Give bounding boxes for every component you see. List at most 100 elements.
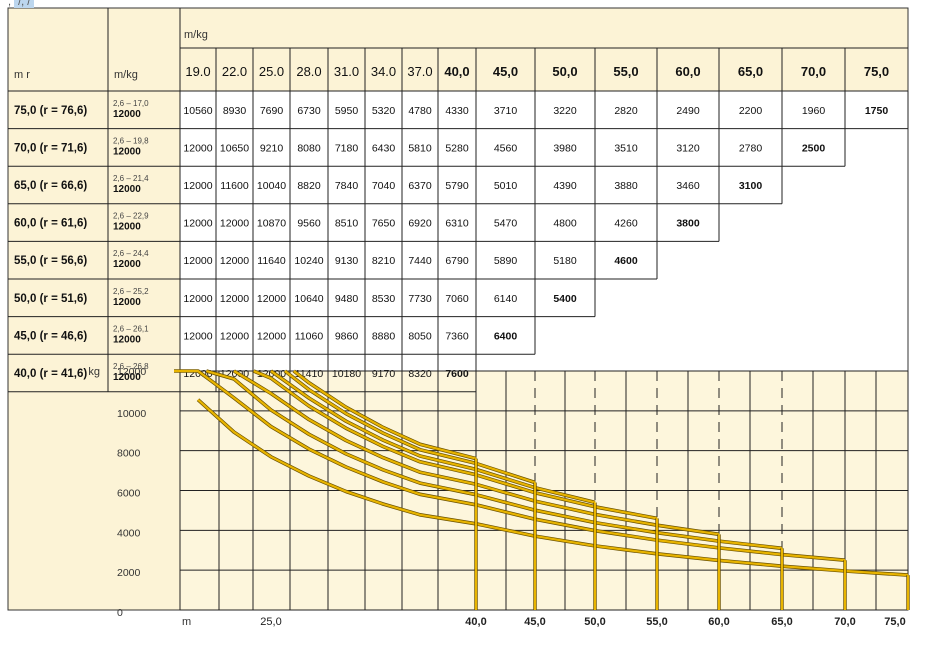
cell-1-7: 5280 [445,142,469,154]
row-range-5: 2,6 – 25,2 [113,287,149,296]
cell-1-10: 3510 [614,142,638,154]
row-max-3: 12000 [113,222,141,233]
cell-4-7: 6790 [445,255,469,267]
cell-0-6: 4780 [408,105,432,117]
row-max-7: 12000 [113,372,141,383]
cell-3-11: 3800 [676,218,700,230]
axis-area-fill [8,391,180,610]
row-label-0: 75,0 (r = 76,6) [14,105,87,117]
x-tick-6: 65,0 [771,616,792,628]
cell-5-5: 8530 [372,293,396,305]
top-caption: , /, / [8,0,35,8]
column-header-7: 40,0 [444,64,469,79]
column-header-11: 60,0 [675,64,700,79]
caption-highlight: /, / [14,0,35,8]
cell-3-7: 6310 [445,218,469,230]
cell-7-6: 8320 [408,368,432,380]
column-header-9: 50,0 [552,64,577,79]
row-max-0: 12000 [113,109,141,120]
cell-1-11: 3120 [676,142,700,154]
column-header-8: 45,0 [493,64,518,79]
cell-2-4: 7840 [335,180,359,192]
cell-1-6: 5810 [408,142,432,154]
x-axis-label: m [182,616,191,628]
cell-5-3: 10640 [294,293,323,305]
cell-3-9: 4800 [553,218,577,230]
cell-6-6: 8050 [408,330,432,342]
cell-5-4: 9480 [335,293,359,305]
column-header-12: 65,0 [738,64,763,79]
cell-5-2: 12000 [257,293,286,305]
cell-1-13: 2500 [802,142,826,154]
cell-2-0: 12000 [183,180,212,192]
x-tick-4: 55,0 [646,616,667,628]
y-tick-6000: 6000 [117,488,141,500]
column-header-5: 34.0 [371,64,396,79]
row-range-1: 2,6 – 19,8 [113,136,149,145]
cell-6-7: 7360 [445,330,469,342]
cell-0-10: 2820 [614,105,638,117]
cell-7-7: 7600 [445,368,469,380]
row-max-6: 12000 [113,334,141,345]
cell-1-5: 6430 [372,142,396,154]
y-tick-10000: 10000 [117,408,146,420]
cell-0-5: 5320 [372,105,396,117]
cell-5-1: 12000 [220,293,249,305]
cell-4-0: 12000 [183,255,212,267]
cell-2-2: 10040 [257,180,286,192]
row-max-5: 12000 [113,297,141,308]
cell-0-9: 3220 [553,105,577,117]
cell-1-8: 4560 [494,142,518,154]
x-tick-8: 75,0 [884,616,905,628]
cell-0-14: 1750 [865,105,889,117]
row-label-2: 65,0 (r = 66,6) [14,180,87,192]
cell-2-6: 6370 [408,180,432,192]
cell-0-13: 1960 [802,105,826,117]
cell-2-3: 8820 [297,180,321,192]
cell-5-8: 6140 [494,293,518,305]
axis-labels: kg 12000 10000 8000 6000 4000 2000 0 m 25,0 40,0 45… [88,366,905,628]
y-tick-0: 0 [117,607,123,619]
column-header-2: 25.0 [259,64,284,79]
column-header-13: 70,0 [801,64,826,79]
y-tick-2000: 2000 [117,567,141,579]
row-range-3: 2,6 – 22,9 [113,212,149,221]
header-col1: m r [14,69,30,81]
cell-6-1: 12000 [220,330,249,342]
cell-2-7: 5790 [445,180,469,192]
cell-5-9: 5400 [553,293,577,305]
cell-4-6: 7440 [408,255,432,267]
column-header-1: 22.0 [222,64,247,79]
cell-4-5: 8210 [372,255,396,267]
cell-4-10: 4600 [614,255,638,267]
cell-1-1: 10650 [220,142,249,154]
cell-6-4: 9860 [335,330,359,342]
cell-1-3: 8080 [297,142,321,154]
cell-7-5: 9170 [372,368,396,380]
cell-2-8: 5010 [494,180,518,192]
x-tick-2: 45,0 [524,616,545,628]
row-max-1: 12000 [113,146,141,157]
cell-5-7: 7060 [445,293,469,305]
cell-3-3: 9560 [297,218,321,230]
cell-1-12: 2780 [739,142,763,154]
cell-4-4: 9130 [335,255,359,267]
row-label-5: 50,0 (r = 51,6) [14,293,87,305]
row-label-7: 40,0 (r = 41,6) [14,368,87,380]
cell-0-11: 2490 [676,105,700,117]
column-header-14: 75,0 [864,64,889,79]
row-header-fill [8,8,180,392]
cell-0-3: 6730 [297,105,321,117]
cell-6-2: 12000 [257,330,286,342]
column-header-3: 28.0 [296,64,321,79]
curves [174,369,910,610]
column-header-6: 37.0 [407,64,432,79]
grid-lines [8,8,909,611]
row-max-2: 12000 [113,184,141,195]
curve-70,0 [174,369,846,562]
cell-2-9: 4390 [553,180,577,192]
row-range-2: 2,6 – 21,4 [113,174,149,183]
cell-0-1: 8930 [223,105,247,117]
cell-0-7: 4330 [445,105,469,117]
